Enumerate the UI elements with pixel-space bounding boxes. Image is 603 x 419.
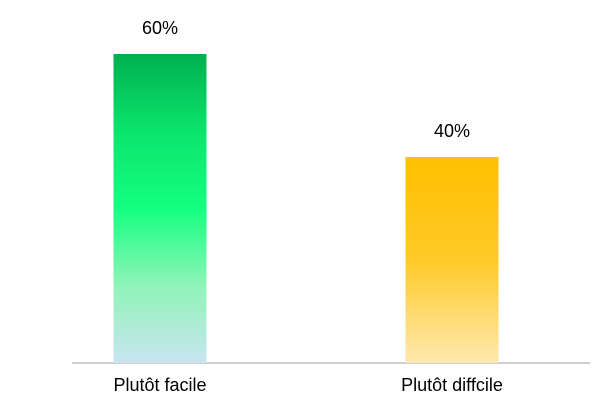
bar bbox=[113, 54, 207, 363]
value-label: 40% bbox=[434, 121, 470, 141]
x-tick-label: Plutôt diffcile bbox=[401, 375, 503, 395]
bar bbox=[405, 157, 499, 363]
x-tick-label: Plutôt facile bbox=[113, 375, 206, 395]
value-label: 60% bbox=[142, 18, 178, 38]
